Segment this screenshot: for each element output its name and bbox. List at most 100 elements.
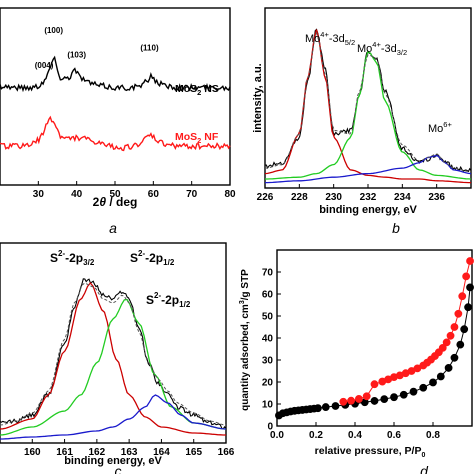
x-tick-label: 70	[186, 189, 198, 200]
data-point	[458, 292, 467, 301]
x-tick-label: 232	[360, 192, 377, 203]
x-tick-label: 0.6	[387, 430, 401, 441]
panel-b-xlabel: binding energy, eV	[319, 204, 417, 216]
y-tick-label: 60	[262, 290, 274, 301]
panel-a-label: a	[109, 220, 117, 236]
panel-d-label: d	[420, 463, 429, 474]
data-point	[466, 257, 474, 265]
data-point	[450, 323, 459, 331]
data-point	[444, 364, 453, 372]
data-point	[462, 272, 471, 281]
panel-d-ylabel: quantity adsorbed, cm3/g STP	[239, 269, 251, 411]
data-point	[370, 380, 379, 389]
data-point	[347, 396, 356, 405]
x-tick-label: 162	[89, 447, 106, 458]
x-tick-label: 163	[121, 447, 138, 458]
data-point	[362, 392, 371, 401]
y-tick-label: 70	[262, 268, 274, 279]
x-tick-label: 30	[33, 189, 45, 200]
panel-b-annot-mo4-3d52: Mo4+-3d5/2	[305, 30, 355, 47]
panel-c-annot-s-2p12-b: S2--2p1/2	[146, 291, 191, 309]
x-tick-label: 0.4	[348, 430, 362, 441]
x-tick-label: 0.2	[309, 430, 323, 441]
x-tick-label: 0.0	[270, 430, 284, 441]
series-line-3	[265, 155, 472, 184]
series-line-0	[0, 278, 227, 430]
x-tick-label: 80	[224, 189, 236, 200]
x-tick-label: 160	[24, 447, 41, 458]
data-point	[466, 283, 474, 292]
y-tick-label: 0	[267, 422, 273, 433]
panel-b-label: b	[392, 220, 400, 236]
y-tick-label: 50	[262, 312, 274, 323]
series-line-1	[0, 115, 231, 152]
panel-d-xlabel: relative pressure, P/P0	[315, 445, 426, 459]
panel-b-annot-mo6: Mo6+	[428, 120, 452, 135]
series-line-2	[265, 50, 472, 180]
panel-b-frame	[264, 7, 472, 189]
data-point	[314, 404, 322, 413]
data-point	[390, 393, 398, 402]
panel-d-xticks: 0.0 0.2 0.4 0.6 0.8	[270, 422, 473, 441]
panel-d-yticks: 0 10 20 30 40 50 60 70	[262, 268, 281, 433]
panel-d-isotherm: 0.0 0.2 0.4 0.6 0.8 0 10 20 30 40 50 60 70 quantity…	[239, 249, 474, 474]
x-tick-label: 230	[325, 192, 342, 203]
panel-b-ylabel: intensity, a.u.	[252, 63, 264, 132]
x-tick-label: 40	[71, 189, 83, 200]
x-tick-label: 50	[109, 189, 121, 200]
panel-a-annotations: (004) (100) (103) (110)	[35, 26, 159, 70]
panel-c-series	[0, 278, 227, 440]
data-point	[399, 390, 408, 399]
panel-c-xlabel: binding energy, eV	[64, 455, 162, 467]
x-tick-label: 234	[394, 192, 411, 203]
panel-a-xticks: 30 40 50 60 70 80	[0, 181, 236, 200]
panel-a-legend-nf: MoS2 NF	[175, 131, 219, 145]
x-tick-label: 228	[291, 192, 308, 203]
peak-annotation: (110)	[140, 43, 159, 52]
panel-a-legend-ns: MoS2 NS	[175, 83, 219, 97]
data-point	[436, 372, 445, 381]
data-point	[429, 378, 437, 387]
y-tick-label: 10	[262, 400, 274, 411]
panel-d-series	[275, 257, 474, 420]
series-line-4	[0, 282, 227, 426]
data-point	[450, 353, 459, 362]
data-point	[355, 395, 363, 403]
data-point	[460, 325, 469, 334]
panel-b-annot-mo4-3d32: Mo4+-3d3/2	[357, 40, 407, 57]
panel-c-annot-s-2p32: S2--2p3/2	[50, 249, 95, 267]
data-point	[446, 331, 455, 340]
x-tick-label: 60	[148, 189, 160, 200]
panel-a-xlabel: 2θ / deg	[93, 195, 138, 209]
x-tick-label: 161	[56, 447, 73, 458]
x-tick-label: 165	[185, 447, 202, 458]
panel-a-xrd: 30 40 50 60 70 80 (004) (100) (103) (110) MoS2 N…	[0, 7, 236, 236]
panel-c-frame	[0, 242, 227, 444]
data-point	[464, 303, 473, 312]
panel-b-xticks: 226 228 230 232 234 236	[257, 184, 472, 203]
data-point	[454, 309, 463, 318]
data-point	[321, 403, 330, 411]
series-line-4	[264, 31, 472, 173]
data-point	[370, 397, 379, 405]
peak-annotation: (004)	[35, 61, 54, 70]
series-line-1	[343, 260, 471, 403]
data-point	[419, 383, 428, 392]
panel-c-annot-s-2p12: S2--2p1/2	[130, 249, 175, 267]
panel-b-xps-mo: 226 228 230 232 234 236 intensity, a.u. Mo4+-…	[252, 7, 472, 236]
data-point	[331, 402, 340, 410]
y-tick-label: 30	[262, 356, 274, 367]
data-point	[442, 338, 451, 347]
panel-b-series	[264, 28, 472, 184]
data-point	[339, 397, 348, 406]
x-tick-label: 236	[428, 192, 445, 203]
panel-a-series	[0, 55, 231, 152]
panel-c-xps-s: 160 161 162 163 164 165 166 S2--2p3/2 S2--2p1/…	[0, 242, 235, 474]
data-point	[456, 340, 465, 349]
data-point	[378, 377, 387, 386]
x-tick-label: 166	[218, 447, 235, 458]
y-tick-label: 40	[262, 334, 274, 345]
panel-c-label: c	[115, 463, 122, 474]
data-point	[409, 387, 418, 396]
